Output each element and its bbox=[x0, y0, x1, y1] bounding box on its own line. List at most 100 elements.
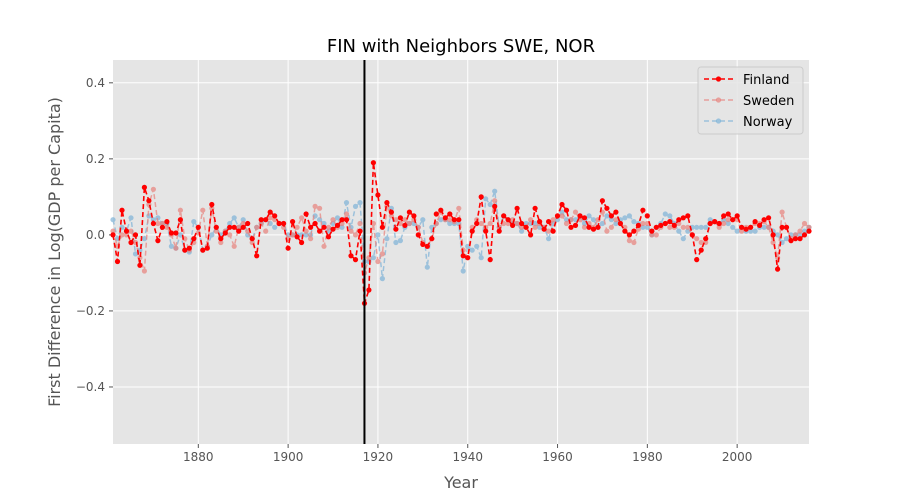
data-point-sweden bbox=[348, 228, 354, 234]
data-point-sweden bbox=[653, 232, 659, 238]
data-point-finland bbox=[554, 213, 561, 219]
data-point-norway bbox=[725, 220, 731, 227]
data-point-sweden bbox=[806, 224, 812, 230]
data-point-norway bbox=[775, 232, 781, 238]
y-tick-label: −0.4 bbox=[76, 380, 105, 394]
data-point-finland bbox=[227, 224, 233, 230]
data-point-sweden bbox=[797, 228, 803, 234]
data-point-sweden bbox=[299, 215, 305, 221]
data-point-norway bbox=[748, 228, 754, 234]
data-point-finland bbox=[366, 287, 372, 293]
data-point-finland bbox=[483, 228, 489, 234]
data-point-finland bbox=[393, 226, 399, 232]
data-point-finland bbox=[716, 220, 722, 227]
series-finland bbox=[110, 160, 812, 306]
data-point-norway bbox=[667, 213, 673, 219]
data-point-sweden bbox=[155, 220, 161, 227]
data-point-norway bbox=[631, 219, 637, 225]
data-point-sweden bbox=[263, 228, 269, 234]
data-point-sweden bbox=[393, 217, 399, 223]
data-point-finland bbox=[707, 220, 713, 227]
data-point-norway bbox=[483, 196, 489, 202]
data-point-norway bbox=[487, 201, 493, 208]
data-point-finland bbox=[492, 203, 498, 209]
data-point-sweden bbox=[546, 228, 552, 234]
data-point-sweden bbox=[685, 224, 691, 230]
data-point-finland bbox=[797, 236, 803, 242]
data-point-finland bbox=[352, 257, 359, 263]
legend-label-sweden: Sweden bbox=[743, 94, 794, 109]
data-point-finland bbox=[200, 247, 206, 253]
legend-marker-norway bbox=[715, 118, 722, 124]
data-point-sweden bbox=[200, 207, 206, 213]
legend-item-norway: Norway bbox=[704, 115, 793, 130]
data-point-sweden bbox=[330, 217, 336, 223]
data-point-norway bbox=[141, 236, 147, 242]
data-point-sweden bbox=[447, 217, 453, 223]
data-point-finland bbox=[572, 222, 579, 228]
data-point-finland bbox=[415, 232, 421, 238]
data-point-sweden bbox=[231, 243, 237, 249]
data-point-finland bbox=[577, 213, 583, 219]
data-point-finland bbox=[694, 257, 700, 263]
data-point-finland bbox=[743, 226, 749, 232]
data-point-norway bbox=[559, 209, 565, 215]
data-point-norway bbox=[586, 213, 592, 219]
x-axis-label: Year bbox=[443, 473, 478, 492]
data-point-finland bbox=[622, 228, 628, 234]
data-point-finland bbox=[141, 184, 147, 190]
data-point-finland bbox=[604, 205, 610, 211]
data-point-finland bbox=[613, 209, 619, 215]
y-tick-label: 0.0 bbox=[86, 228, 105, 242]
data-point-finland bbox=[563, 207, 570, 213]
data-point-norway bbox=[375, 232, 381, 238]
data-point-sweden bbox=[128, 228, 134, 234]
y-tick-label: −0.2 bbox=[76, 304, 105, 318]
data-point-norway bbox=[334, 215, 341, 221]
data-point-finland bbox=[263, 217, 269, 223]
data-point-finland bbox=[806, 228, 812, 234]
data-point-finland bbox=[474, 220, 480, 227]
data-point-sweden bbox=[478, 220, 484, 227]
data-point-finland bbox=[703, 236, 709, 242]
data-point-norway bbox=[662, 211, 668, 217]
data-point-finland bbox=[581, 215, 588, 221]
data-point-finland bbox=[456, 217, 462, 223]
data-point-finland bbox=[788, 238, 794, 244]
data-point-finland bbox=[608, 213, 615, 219]
data-point-finland bbox=[465, 255, 471, 261]
data-point-norway bbox=[438, 217, 444, 223]
data-point-sweden bbox=[801, 220, 808, 227]
data-point-finland bbox=[770, 232, 776, 238]
data-point-sweden bbox=[572, 209, 579, 215]
data-point-sweden bbox=[164, 224, 170, 230]
data-point-finland bbox=[739, 224, 745, 230]
data-point-norway bbox=[447, 220, 453, 227]
legend-label-norway: Norway bbox=[743, 115, 793, 130]
data-point-norway bbox=[352, 203, 359, 209]
data-point-norway bbox=[797, 232, 803, 238]
data-point-sweden bbox=[177, 207, 183, 213]
data-point-finland bbox=[496, 228, 502, 234]
y-tick-label: 0.2 bbox=[86, 152, 105, 166]
data-point-finland bbox=[680, 215, 686, 221]
data-point-finland bbox=[685, 213, 691, 219]
data-point-finland bbox=[406, 209, 412, 215]
data-point-finland bbox=[357, 228, 363, 234]
data-point-norway bbox=[707, 217, 713, 223]
data-point-norway bbox=[478, 255, 484, 261]
data-point-sweden bbox=[379, 251, 385, 257]
data-point-finland bbox=[132, 232, 139, 238]
data-point-finland bbox=[330, 226, 336, 232]
data-point-sweden bbox=[604, 228, 610, 234]
data-point-sweden bbox=[141, 268, 147, 274]
data-point-finland bbox=[698, 247, 704, 253]
data-point-finland bbox=[501, 213, 507, 219]
data-point-norway bbox=[801, 228, 808, 234]
data-point-finland bbox=[420, 241, 426, 247]
data-point-norway bbox=[272, 224, 278, 230]
data-point-norway bbox=[761, 224, 767, 230]
data-point-finland bbox=[752, 219, 758, 225]
data-point-finland bbox=[528, 232, 534, 238]
